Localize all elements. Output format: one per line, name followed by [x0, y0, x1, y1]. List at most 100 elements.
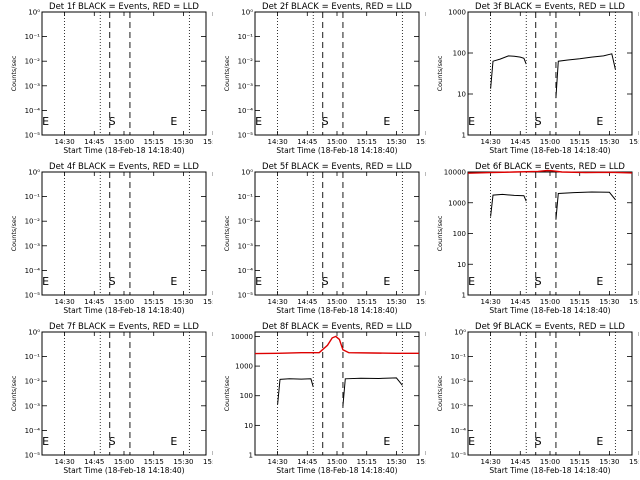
event-marker: E: [42, 275, 49, 288]
event-marker: E: [255, 275, 262, 288]
x-tick-label: 15:45: [416, 298, 426, 306]
y-tick-label: 10⁻⁵: [238, 292, 254, 300]
y-tick-label: 10⁻³: [238, 82, 254, 90]
x-tick-label: 15:00: [327, 298, 347, 306]
y-tick-label: 10⁰: [28, 169, 40, 177]
chart-title: Det 4f BLACK = Events, RED = LLD: [49, 162, 199, 172]
y-tick-label: 10⁻⁵: [25, 132, 41, 140]
y-tick-label: 10⁻⁴: [25, 267, 41, 275]
y-tick-label: 10⁻¹: [238, 193, 254, 201]
chart-title: Det 3f BLACK = Events, RED = LLD: [475, 2, 625, 12]
x-tick-label: 14:30: [267, 138, 287, 146]
y-tick-label: 10⁻⁵: [238, 132, 254, 140]
y-tick-label: 10⁻¹: [238, 33, 254, 41]
x-tick-label: 15:15: [570, 458, 590, 466]
x-tick-label: 15:15: [570, 138, 590, 146]
y-tick-label: 100: [453, 230, 466, 238]
x-tick-label: 15:45: [416, 138, 426, 146]
events-series-line: [490, 55, 527, 89]
y-tick-label: 10⁻³: [25, 82, 41, 90]
x-tick-label: 15:00: [327, 458, 347, 466]
x-tick-label: 15:30: [599, 138, 619, 146]
event-marker: S: [322, 275, 329, 288]
x-tick-label: 15:15: [144, 138, 164, 146]
y-tick-label: 10⁻³: [238, 242, 254, 250]
chart-title: Det 1f BLACK = Events, RED = LLD: [49, 2, 199, 12]
y-axis-label: Counts/sec: [10, 55, 18, 91]
y-tick-label: 1: [462, 132, 466, 140]
plot-frame: [254, 171, 420, 296]
detector-4-plot: Det 4f BLACK = Events, RED = LLD 14:30 14:…: [10, 162, 213, 315]
y-tick-label: 10⁰: [241, 169, 253, 177]
event-marker: E: [468, 435, 475, 448]
event-marker: S: [535, 435, 542, 448]
x-tick-label: 15:45: [629, 458, 639, 466]
events-series-line: [555, 191, 616, 220]
event-marker: E: [596, 275, 603, 288]
y-axis-label: Counts/sec: [223, 55, 231, 91]
x-tick-label: 14:45: [510, 298, 530, 306]
detector-1-plot: Det 1f BLACK = Events, RED = LLD 14:30 14:…: [10, 2, 213, 155]
event-marker: E: [468, 275, 475, 288]
x-tick-label: 15:30: [386, 298, 406, 306]
x-tick-label: 14:45: [84, 458, 104, 466]
y-tick-label: 10⁻⁴: [451, 427, 467, 435]
detector-3-plot: Det 3f BLACK = Events, RED = LLD 14:30 14:…: [436, 2, 639, 155]
chart-title: Det 7f BLACK = Events, RED = LLD: [49, 322, 199, 332]
plot-frame: [41, 331, 207, 456]
x-tick-label: 15:45: [203, 458, 213, 466]
y-tick-label: 10⁰: [454, 329, 466, 337]
x-tick-label: 15:15: [570, 298, 590, 306]
y-axis-label: Counts/sec: [223, 215, 231, 251]
plot-frame: [254, 331, 420, 456]
y-tick-label: 10⁻¹: [25, 353, 41, 361]
y-tick-label: 10⁻¹: [25, 33, 41, 41]
x-tick-label: 15:00: [540, 458, 560, 466]
plot-frame: [467, 171, 633, 296]
events-series-line: [490, 193, 527, 217]
y-tick-label: 10⁻⁵: [451, 452, 467, 460]
y-axis-label: Counts/sec: [10, 375, 18, 411]
y-tick-label: 10⁻⁴: [238, 107, 254, 115]
y-tick-label: 10⁻²: [238, 218, 254, 226]
y-tick-label: 1: [462, 292, 466, 300]
x-tick-label: 15:45: [629, 138, 639, 146]
x-tick-label: 14:30: [54, 138, 74, 146]
plot-frame: [41, 171, 207, 296]
y-tick-label: 10000: [444, 169, 466, 177]
x-tick-label: 15:15: [144, 298, 164, 306]
y-tick-label: 10⁻²: [25, 378, 41, 386]
x-tick-label: 14:30: [480, 138, 500, 146]
plot-frame: [467, 331, 633, 456]
x-axis-label: Start Time (18-Feb-18 14:18:40): [276, 306, 397, 315]
y-tick-label: 1000: [448, 9, 466, 17]
x-tick-label: 14:45: [510, 138, 530, 146]
y-tick-label: 10: [244, 422, 253, 430]
x-tick-label: 14:45: [510, 458, 530, 466]
detector-7-plot: Det 7f BLACK = Events, RED = LLD 14:30 14:…: [10, 322, 213, 475]
lld-series-line: [254, 335, 419, 355]
x-tick-label: 15:15: [357, 298, 377, 306]
y-axis-label: Counts/sec: [223, 375, 231, 411]
x-tick-label: 14:30: [54, 458, 74, 466]
event-marker: E: [42, 435, 49, 448]
y-tick-label: 10⁻³: [25, 242, 41, 250]
event-marker: S: [109, 275, 116, 288]
y-tick-label: 10⁰: [28, 329, 40, 337]
x-tick-label: 14:45: [297, 458, 317, 466]
x-tick-label: 15:00: [114, 298, 134, 306]
x-tick-label: 14:30: [480, 298, 500, 306]
x-tick-label: 15:30: [599, 298, 619, 306]
y-tick-label: 10⁻⁵: [25, 452, 41, 460]
x-axis-label: Start Time (18-Feb-18 14:18:40): [276, 466, 397, 475]
x-tick-label: 15:00: [114, 138, 134, 146]
chart-title: Det 6f BLACK = Events, RED = LLD: [475, 162, 625, 172]
event-marker: S: [322, 115, 329, 128]
y-tick-label: 10⁻²: [25, 218, 41, 226]
y-tick-label: 1: [249, 452, 253, 460]
y-tick-label: 10⁻³: [451, 402, 467, 410]
chart-title: Det 5f BLACK = Events, RED = LLD: [262, 162, 412, 172]
events-series-line: [555, 53, 616, 99]
event-marker: E: [170, 115, 177, 128]
x-axis-label: Start Time (18-Feb-18 14:18:40): [63, 146, 184, 155]
